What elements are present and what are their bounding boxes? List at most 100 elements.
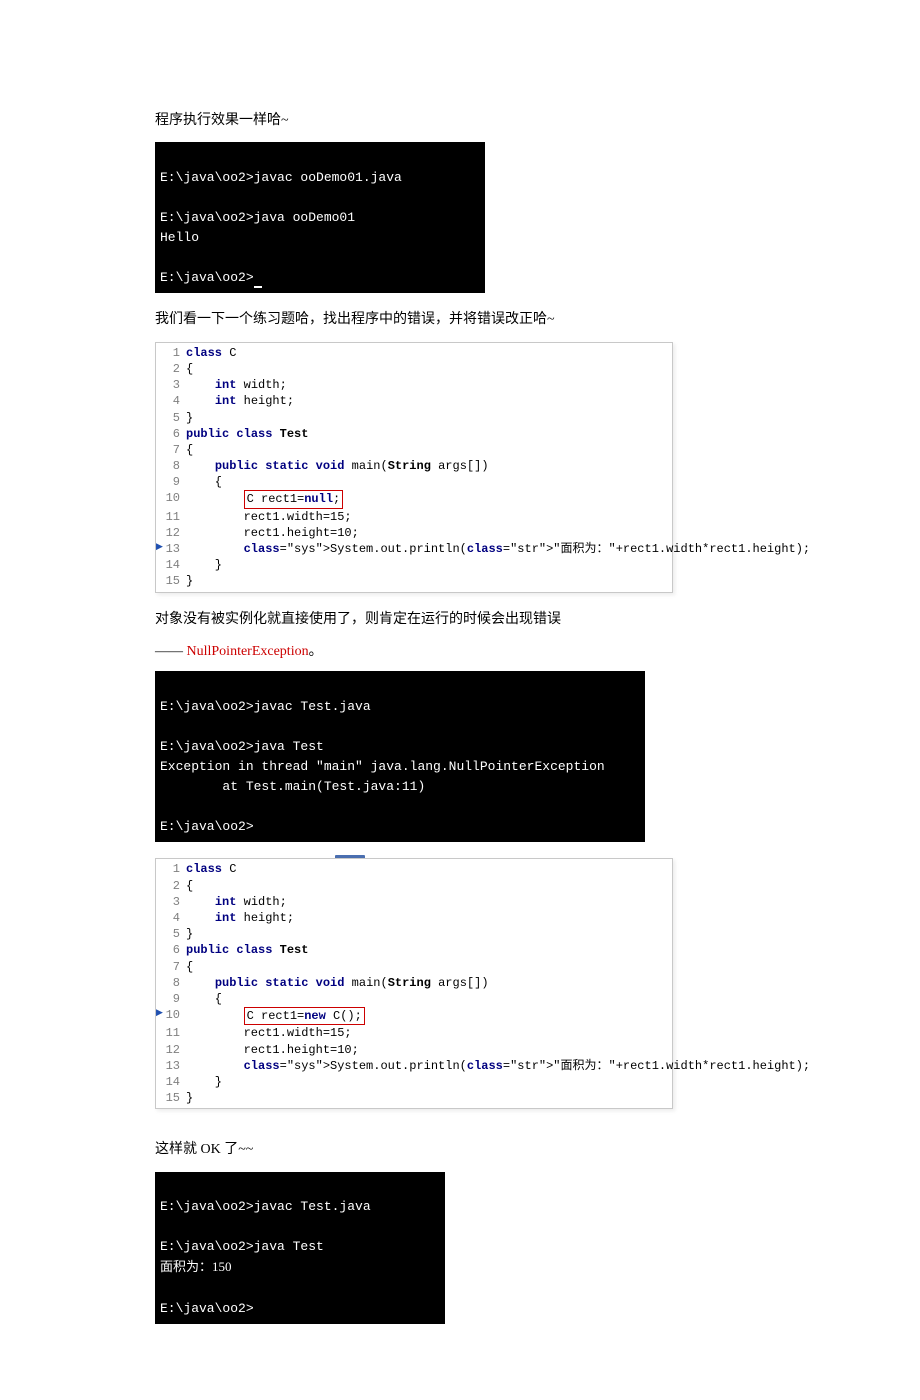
code-line: 12 rect1.height=10; [156,525,672,541]
error-name-line: —— NullPointerException。 [155,641,765,663]
ok-text: 这样就 OK 了~~ [155,1139,765,1161]
line-number: 13 [156,541,186,557]
code-block-2: 1class C2{3 int width;4 int height;5}6pu… [155,858,673,1109]
code-content: C rect1=new C(); [186,1007,672,1025]
line-number: 9 [156,474,186,490]
code-line: 7{ [156,959,672,975]
code-content: rect1.height=10; [186,1042,672,1058]
terminal-output-1: E:\java\oo2>javac ooDemo01.java E:\java\… [155,142,485,293]
code-content: { [186,991,672,1007]
code-content: } [186,1090,672,1106]
code-line: 14 } [156,557,672,573]
code-content: int width; [186,894,672,910]
code-line: 15} [156,573,672,589]
terminal-line: E:\java\oo2>java Test [160,1239,324,1254]
terminal-line: E:\java\oo2>java ooDemo01 [160,210,355,225]
intro-text-2: 我们看一下一个练习题哈，找出程序中的错误，并将错误改正哈~ [155,309,765,331]
terminal-line: E:\java\oo2>javac Test.java [160,1199,371,1214]
code-block-1: 1class C2{3 int width;4 int height;5}6pu… [155,342,673,593]
terminal-line: E:\java\oo2>javac Test.java [160,699,371,714]
code-line: 4 int height; [156,910,672,926]
code-line: 2{ [156,361,672,377]
line-number: 15 [156,1090,186,1106]
terminal-line: Exception in thread "main" java.lang.Nul… [160,759,605,774]
line-number: 8 [156,975,186,991]
code-line: 13 class="sys">System.out.println(class=… [156,541,672,557]
code-content: { [186,361,672,377]
terminal-line: at Test.main(Test.java:11) [160,779,425,794]
line-number: 4 [156,393,186,409]
code-content: } [186,926,672,942]
line-number: 5 [156,926,186,942]
line-number: 15 [156,573,186,589]
exception-name: NullPointerException [187,644,309,659]
code-content: int height; [186,393,672,409]
line-number: 10 [156,490,186,506]
line-number: 2 [156,878,186,894]
code-content: { [186,474,672,490]
code-content: rect1.height=10; [186,525,672,541]
code-line: 5} [156,926,672,942]
code-line: 4 int height; [156,393,672,409]
terminal-line: E:\java\oo2>javac ooDemo01.java [160,170,402,185]
line-number: 3 [156,894,186,910]
line-number: 5 [156,410,186,426]
line-number: 6 [156,426,186,442]
terminal-line: 面积为：150 [160,1259,232,1274]
line-number: 12 [156,525,186,541]
line-number: 7 [156,959,186,975]
code-line: 6public class Test [156,426,672,442]
terminal-output-2: E:\java\oo2>javac Test.java E:\java\oo2>… [155,671,645,842]
terminal-output-3: E:\java\oo2>javac Test.java E:\java\oo2>… [155,1172,445,1324]
period: 。 [309,644,323,659]
code-content: } [186,1074,672,1090]
terminal-line: E:\java\oo2> [160,270,262,285]
line-number: 12 [156,1042,186,1058]
code-line: 14 } [156,1074,672,1090]
intro-text-1: 程序执行效果一样哈~ [155,110,765,132]
explain-text-1: 对象没有被实例化就直接使用了，则肯定在运行的时候会出现错误 [155,609,765,631]
code-line: 2{ [156,878,672,894]
code-line: 11 rect1.width=15; [156,509,672,525]
code-content: rect1.width=15; [186,509,672,525]
line-number: 11 [156,509,186,525]
code-content: class C [186,861,672,877]
code-content: class="sys">System [186,1058,373,1074]
code-content: { [186,959,672,975]
line-number: 11 [156,1025,186,1041]
code-content: public class Test [186,942,672,958]
dash-prefix: —— [155,644,187,659]
code-content: } [186,557,672,573]
line-number: 8 [156,458,186,474]
code-content: class C [186,345,672,361]
code-line: 13 class="sys">System.out.println(class=… [156,1058,672,1074]
line-number: 1 [156,345,186,361]
line-number: 10 [156,1007,186,1023]
code-content: { [186,442,672,458]
terminal-line: E:\java\oo2>java Test [160,739,324,754]
line-number: 14 [156,1074,186,1090]
line-number: 3 [156,377,186,393]
terminal-line: E:\java\oo2> [160,819,254,834]
code-line: 7{ [156,442,672,458]
code-line: 12 rect1.height=10; [156,1042,672,1058]
code-line: 10 C rect1=null; [156,490,672,508]
code-line: 10 C rect1=new C(); [156,1007,672,1025]
line-number: 7 [156,442,186,458]
line-number: 1 [156,861,186,877]
terminal-line: Hello [160,230,199,245]
line-number: 13 [156,1058,186,1074]
line-number: 4 [156,910,186,926]
code-line: 15} [156,1090,672,1106]
code-content: } [186,410,672,426]
line-number: 6 [156,942,186,958]
code-content: int width; [186,377,672,393]
code-line: 8 public static void main(String args[]) [156,458,672,474]
code-line: 8 public static void main(String args[]) [156,975,672,991]
code-content: rect1.width=15; [186,1025,672,1041]
code-line: 6public class Test [156,942,672,958]
line-number: 2 [156,361,186,377]
terminal-line: E:\java\oo2> [160,1301,254,1316]
code-line: 11 rect1.width=15; [156,1025,672,1041]
code-content: C rect1=null; [186,490,672,508]
